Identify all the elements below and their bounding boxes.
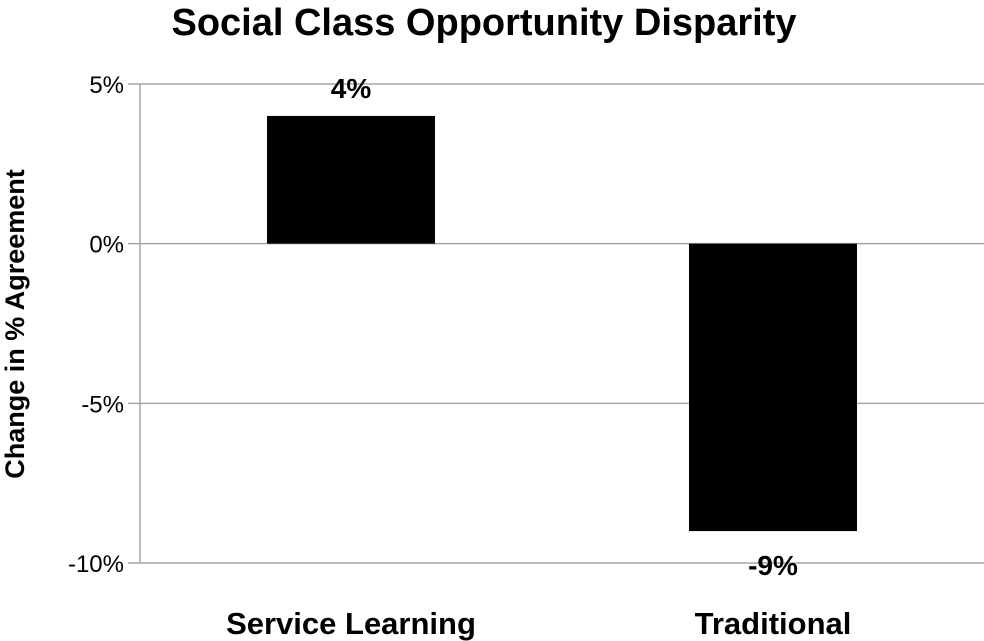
y-tick-label: -10% bbox=[68, 551, 124, 578]
bar bbox=[689, 243, 857, 532]
data-label: 4% bbox=[331, 73, 372, 104]
y-tick-labels: 5% 0% -5% -10% bbox=[68, 72, 124, 578]
y-tick-label: 5% bbox=[89, 72, 124, 99]
chart-title: Social Class Opportunity Disparity bbox=[171, 2, 796, 44]
x-category-label: Service Learning bbox=[226, 606, 476, 641]
data-label: -9% bbox=[748, 550, 798, 581]
y-axis-label: Change in % Agreement bbox=[0, 169, 30, 479]
data-labels: 4% -9% bbox=[331, 73, 798, 581]
bars bbox=[267, 115, 857, 532]
x-category-labels: Service Learning Traditional bbox=[226, 606, 851, 641]
bar bbox=[267, 115, 435, 244]
x-category-label: Traditional bbox=[695, 606, 852, 641]
y-tick-label: -5% bbox=[81, 391, 124, 418]
y-tick-label: 0% bbox=[89, 232, 124, 259]
